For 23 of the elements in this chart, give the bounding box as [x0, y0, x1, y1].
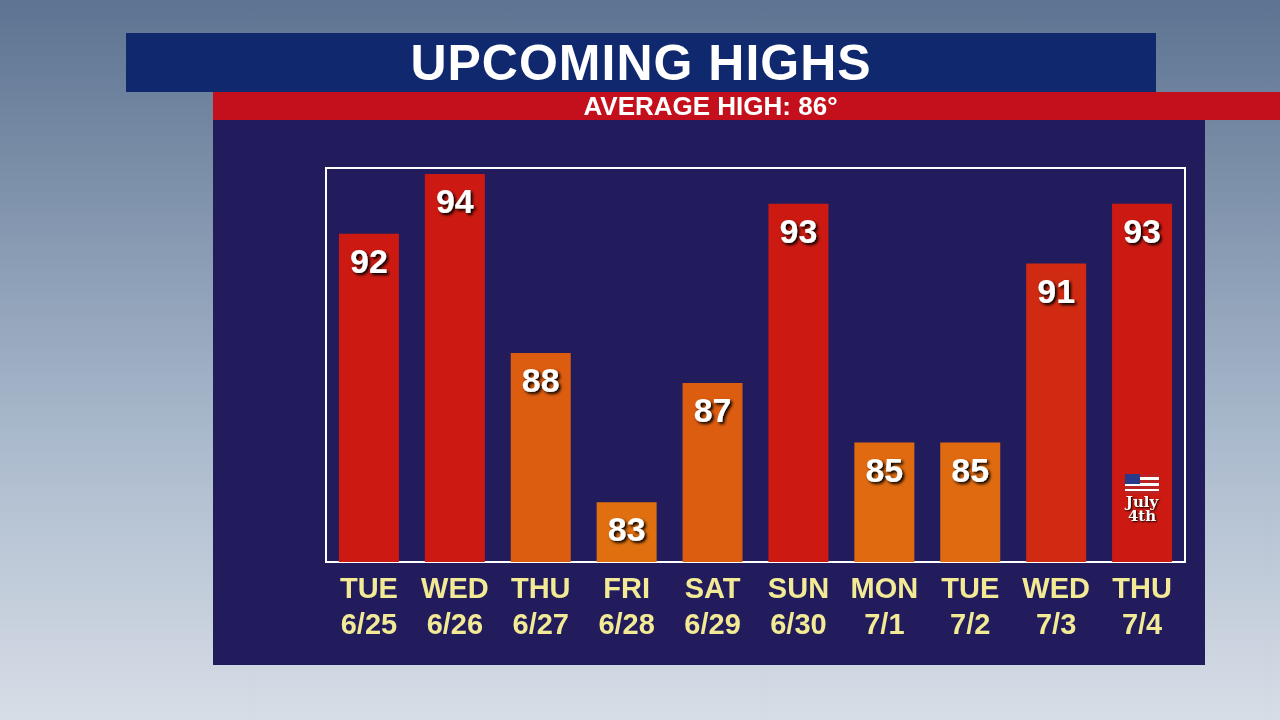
- x-tick-label: SAT 6/29: [684, 572, 741, 640]
- x-tick-label: MON 7/1: [850, 572, 919, 640]
- data-label: 92: [350, 241, 388, 280]
- data-label: 91: [1037, 271, 1076, 310]
- annotation: July 4th: [1125, 493, 1159, 525]
- x-tick-label: THU 6/27: [510, 572, 571, 640]
- data-label: 87: [693, 390, 732, 429]
- chart-subtitle: AVERAGE HIGH: 86°: [213, 91, 1280, 121]
- data-label: 85: [951, 450, 990, 489]
- x-tick-label: TUE 6/25: [339, 572, 398, 640]
- x-tick-label: THU 7/4: [1112, 572, 1172, 640]
- data-label: 83: [607, 510, 646, 549]
- x-tick-label: WED 6/26: [421, 572, 489, 640]
- x-tick-label: WED 7/3: [1022, 572, 1090, 640]
- data-label: 94: [435, 181, 474, 220]
- data-label: 88: [521, 361, 560, 400]
- data-label: 93: [1123, 211, 1161, 250]
- data-label: 85: [865, 450, 904, 489]
- chart-title: UPCOMING HIGHS: [126, 33, 1156, 92]
- x-tick-label: SUN 6/30: [767, 572, 830, 640]
- x-tick-label: TUE 7/2: [941, 572, 1000, 640]
- data-label: 93: [779, 211, 818, 250]
- x-tick-label: FRI 6/28: [598, 572, 655, 640]
